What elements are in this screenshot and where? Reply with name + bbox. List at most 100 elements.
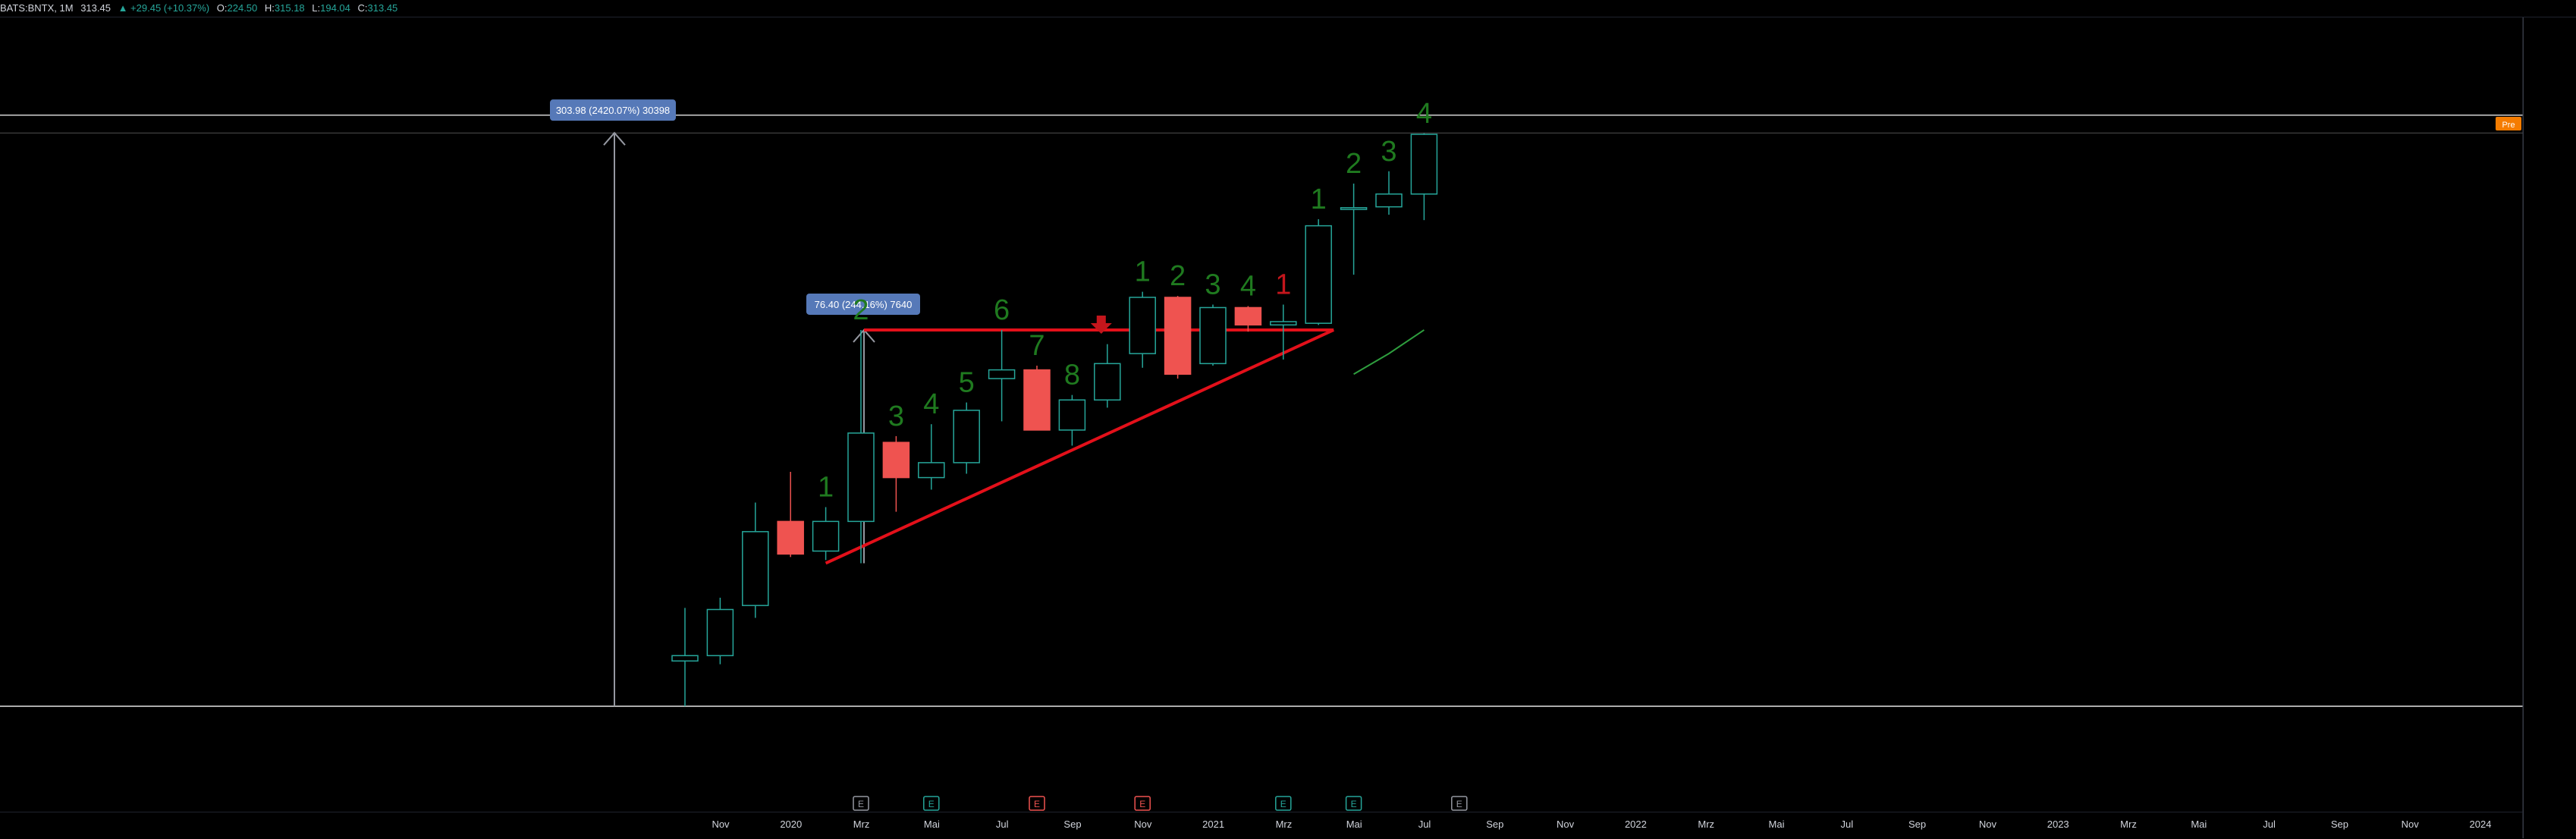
event-marker[interactable] [1029, 796, 1045, 811]
td-count-label: 1 [1275, 269, 1291, 301]
close-label: C: [357, 2, 368, 14]
time-axis-label: Nov [1979, 819, 1997, 830]
time-axis-label: Mrz [1276, 819, 1293, 830]
pre-market-label: Pre [2502, 121, 2515, 130]
time-axis-label: Nov [712, 819, 730, 830]
event-marker-letter: E [858, 799, 864, 809]
low-value: 194.04 [320, 2, 350, 14]
pre-market-badge [2496, 117, 2521, 130]
event-marker[interactable] [1134, 796, 1151, 811]
event-marker-letter: E [1139, 799, 1145, 809]
candle-body[interactable] [1340, 207, 1368, 210]
td-count-label: 5 [959, 367, 975, 399]
candle-body[interactable] [1305, 225, 1332, 324]
td-count-label: 1 [1311, 184, 1327, 215]
candle-body[interactable] [812, 520, 840, 552]
candle-body[interactable] [1234, 306, 1262, 326]
close-value: 313.45 [367, 2, 398, 14]
time-axis-label: Jul [996, 819, 1009, 830]
time-axis-label: Mai [924, 819, 940, 830]
open-label: O: [216, 2, 228, 14]
measure-label-box[interactable] [550, 99, 676, 121]
time-axis[interactable] [0, 812, 2523, 839]
time-axis-label: Sep [1486, 819, 1503, 830]
td-count-label: 1 [1135, 256, 1151, 288]
candle-body[interactable] [1199, 306, 1227, 365]
candle-body[interactable] [1094, 363, 1121, 401]
symbol-label[interactable]: BATS:BNTX, 1M [0, 2, 74, 14]
candle-body[interactable] [1129, 297, 1156, 354]
event-marker-letter: E [1351, 799, 1357, 809]
time-axis-label: Sep [2331, 819, 2348, 830]
td-count-label: 4 [923, 388, 939, 420]
candle-body[interactable] [882, 441, 910, 479]
event-marker[interactable] [1275, 796, 1292, 811]
time-axis-label: Mai [1769, 819, 1785, 830]
event-marker-letter: E [1280, 799, 1286, 809]
last-price: 313.45 [80, 2, 111, 14]
td-count-label: 1 [818, 471, 834, 503]
candle-body[interactable] [671, 655, 699, 662]
candle-body[interactable] [1164, 297, 1192, 376]
td-count-label: 3 [1205, 269, 1220, 301]
candle-body[interactable] [1023, 369, 1051, 431]
td-count-label: 2 [1346, 148, 1362, 180]
candle-body[interactable] [742, 531, 769, 606]
candle-body[interactable] [1270, 321, 1297, 326]
td-count-label: 4 [1240, 270, 1256, 302]
time-axis-label: Nov [1557, 819, 1575, 830]
candle-body[interactable] [1410, 134, 1438, 195]
price-change: ▲ +29.45 (+10.37%) [118, 2, 210, 14]
high-value: 315.18 [274, 2, 305, 14]
time-axis-label: Sep [1908, 819, 1926, 830]
time-axis-label: 2023 [2047, 819, 2069, 830]
time-axis-label: Nov [1134, 819, 1152, 830]
open-value: 224.50 [227, 2, 258, 14]
event-marker[interactable] [853, 796, 869, 811]
td-count-label: 2 [1170, 260, 1186, 292]
measure-label: 303.98 (2420.07%) 30398 [556, 105, 670, 116]
price-axis[interactable] [2523, 0, 2576, 838]
td-count-label: 4 [1416, 98, 1432, 130]
td-count-label: 7 [1029, 330, 1045, 362]
trendline[interactable] [825, 328, 1335, 565]
time-axis-label: Sep [1063, 819, 1081, 830]
event-marker[interactable] [1345, 796, 1362, 811]
event-marker-letter: E [1034, 799, 1040, 809]
measure-label-box[interactable] [806, 293, 920, 315]
time-axis-label: 2020 [780, 819, 802, 830]
time-axis-label: Jul [2263, 819, 2276, 830]
measure-arrow [603, 131, 626, 146]
time-axis-label: Mrz [1698, 819, 1714, 830]
event-marker-letter: E [1456, 799, 1462, 809]
moving-average-line[interactable] [1353, 329, 1425, 376]
time-axis-label: Jul [1418, 819, 1431, 830]
low-label: L: [312, 2, 321, 14]
candle-body[interactable] [777, 520, 804, 555]
time-axis-label: Jul [1840, 819, 1853, 830]
candle-body[interactable] [1375, 193, 1403, 208]
candle-body[interactable] [706, 608, 734, 657]
time-axis-label: 2024 [2470, 819, 2492, 830]
candle-body[interactable] [988, 369, 1016, 379]
time-axis-label: Mai [1346, 819, 1362, 830]
td-count-label: 2 [853, 294, 869, 326]
symbol-header: BATS:BNTX, 1M 313.45 ▲ +29.45 (+10.37%) … [0, 0, 2576, 17]
time-axis-label: 2022 [1625, 819, 1647, 830]
time-axis-label: Mai [2191, 819, 2207, 830]
measure-label: 76.40 (244.16%) 7640 [815, 299, 913, 310]
td-count-label: 8 [1064, 360, 1080, 391]
signal-down-arrow[interactable] [1090, 316, 1112, 334]
high-label: H: [264, 2, 275, 14]
time-axis-label: Mrz [2120, 819, 2137, 830]
time-axis-label: 2021 [1202, 819, 1224, 830]
time-axis-label: Nov [2402, 819, 2420, 830]
candle-body[interactable] [847, 432, 875, 523]
candle-body[interactable] [1058, 399, 1086, 431]
td-count-label: 3 [1381, 136, 1396, 168]
event-marker[interactable] [923, 796, 940, 811]
candle-body[interactable] [918, 462, 945, 479]
event-marker[interactable] [1451, 796, 1468, 811]
candle-body[interactable] [953, 410, 980, 463]
